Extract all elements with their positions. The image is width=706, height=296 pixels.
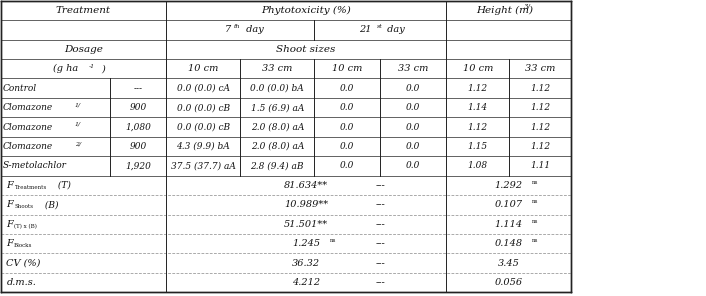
Text: 0.0: 0.0 bbox=[340, 162, 354, 170]
Text: 0.0: 0.0 bbox=[406, 123, 420, 132]
Text: (T): (T) bbox=[55, 181, 71, 190]
Text: 1.12: 1.12 bbox=[530, 84, 551, 93]
Text: F: F bbox=[6, 239, 13, 248]
Text: ---: --- bbox=[376, 200, 385, 209]
Text: 1.292: 1.292 bbox=[495, 181, 522, 190]
Text: Treatment: Treatment bbox=[56, 6, 111, 15]
Text: 1.12: 1.12 bbox=[467, 123, 488, 132]
Text: 10 cm: 10 cm bbox=[332, 64, 362, 73]
Text: 33 cm: 33 cm bbox=[525, 64, 556, 73]
Text: 10 cm: 10 cm bbox=[188, 64, 218, 73]
Text: 0.0: 0.0 bbox=[406, 162, 420, 170]
Text: ns: ns bbox=[532, 200, 539, 205]
Text: st: st bbox=[376, 24, 382, 29]
Text: 4.3 (9.9) bA: 4.3 (9.9) bA bbox=[176, 142, 230, 151]
Text: 1.08: 1.08 bbox=[467, 162, 488, 170]
Text: Blocks: Blocks bbox=[14, 243, 32, 248]
Text: ---: --- bbox=[376, 220, 385, 229]
Text: 0.107: 0.107 bbox=[495, 200, 522, 209]
Text: Treatments: Treatments bbox=[14, 185, 47, 190]
Text: F: F bbox=[6, 181, 13, 190]
Text: 0.0: 0.0 bbox=[406, 84, 420, 93]
Text: 1,080: 1,080 bbox=[125, 123, 151, 132]
Text: day: day bbox=[243, 25, 263, 34]
Text: ns: ns bbox=[532, 219, 539, 224]
Text: ns: ns bbox=[532, 238, 539, 243]
Text: (B): (B) bbox=[42, 200, 58, 209]
Text: 0.0: 0.0 bbox=[340, 84, 354, 93]
Text: 0.0 (0.0) cB: 0.0 (0.0) cB bbox=[176, 123, 230, 132]
Text: Phytotoxicity (%): Phytotoxicity (%) bbox=[261, 6, 351, 15]
Text: 1/: 1/ bbox=[75, 102, 80, 107]
Text: Shoot sizes: Shoot sizes bbox=[277, 45, 336, 54]
Text: Clomazone: Clomazone bbox=[3, 103, 53, 112]
Text: 36.32: 36.32 bbox=[292, 259, 321, 268]
Text: 1.14: 1.14 bbox=[467, 103, 488, 112]
Text: Height (m): Height (m) bbox=[476, 6, 533, 15]
Text: 3/: 3/ bbox=[524, 3, 530, 11]
Text: (g ha: (g ha bbox=[53, 64, 78, 73]
Text: ns: ns bbox=[330, 238, 336, 243]
Text: 2.0 (8.0) aA: 2.0 (8.0) aA bbox=[251, 123, 304, 132]
Text: 2.0 (8.0) aA: 2.0 (8.0) aA bbox=[251, 142, 304, 151]
Text: Dosage: Dosage bbox=[64, 45, 103, 54]
Text: d.m.s.: d.m.s. bbox=[6, 278, 36, 287]
Text: 1.15: 1.15 bbox=[467, 142, 488, 151]
Text: 1.245: 1.245 bbox=[292, 239, 321, 248]
Text: -1: -1 bbox=[89, 64, 95, 69]
Text: 2.8 (9.4) aB: 2.8 (9.4) aB bbox=[251, 162, 304, 170]
Text: 1.12: 1.12 bbox=[530, 123, 551, 132]
Text: 4.212: 4.212 bbox=[292, 278, 321, 287]
Text: 0.0 (0.0) cB: 0.0 (0.0) cB bbox=[176, 103, 230, 112]
Text: Clomazone: Clomazone bbox=[3, 123, 53, 132]
Text: CV (%): CV (%) bbox=[6, 259, 41, 268]
Text: 0.0: 0.0 bbox=[340, 103, 354, 112]
Text: 900: 900 bbox=[129, 103, 147, 112]
Text: th: th bbox=[234, 24, 240, 29]
Text: 0.0 (0.0) cA: 0.0 (0.0) cA bbox=[176, 84, 229, 93]
Text: 1.11: 1.11 bbox=[530, 162, 551, 170]
Text: 21: 21 bbox=[359, 25, 371, 34]
Text: ---: --- bbox=[133, 84, 143, 93]
Text: 33 cm: 33 cm bbox=[397, 64, 428, 73]
Text: ---: --- bbox=[376, 278, 385, 287]
Text: ns: ns bbox=[532, 180, 539, 185]
Text: 81.634**: 81.634** bbox=[284, 181, 328, 190]
Text: ---: --- bbox=[376, 259, 385, 268]
Text: 7: 7 bbox=[225, 25, 231, 34]
Text: ---: --- bbox=[376, 181, 385, 190]
Text: ): ) bbox=[102, 64, 105, 73]
Text: S-metolachlor: S-metolachlor bbox=[3, 162, 66, 170]
Text: 1.114: 1.114 bbox=[495, 220, 522, 229]
Text: 0.0: 0.0 bbox=[340, 123, 354, 132]
Text: 10.989**: 10.989** bbox=[284, 200, 328, 209]
Text: (T) x (B): (T) x (B) bbox=[14, 223, 37, 229]
Text: 51.501**: 51.501** bbox=[284, 220, 328, 229]
Text: F: F bbox=[6, 200, 13, 209]
Text: 1.12: 1.12 bbox=[530, 103, 551, 112]
Text: 2/: 2/ bbox=[75, 141, 80, 146]
Text: ---: --- bbox=[376, 239, 385, 248]
Text: Clomazone: Clomazone bbox=[3, 142, 53, 151]
Text: 1.5 (6.9) aA: 1.5 (6.9) aA bbox=[251, 103, 304, 112]
Text: 37.5 (37.7) aA: 37.5 (37.7) aA bbox=[171, 162, 236, 170]
Text: Control: Control bbox=[3, 84, 37, 93]
Text: 900: 900 bbox=[129, 142, 147, 151]
Text: 1.12: 1.12 bbox=[467, 84, 488, 93]
Text: 1,920: 1,920 bbox=[125, 162, 151, 170]
Text: 10 cm: 10 cm bbox=[462, 64, 493, 73]
Text: 33 cm: 33 cm bbox=[262, 64, 292, 73]
Text: 0.0: 0.0 bbox=[406, 142, 420, 151]
Text: day: day bbox=[384, 25, 405, 34]
Text: 1/: 1/ bbox=[75, 122, 80, 127]
Text: F: F bbox=[6, 220, 13, 229]
Text: 3.45: 3.45 bbox=[498, 259, 520, 268]
Text: Shoots: Shoots bbox=[14, 204, 33, 209]
Text: 0.0: 0.0 bbox=[406, 103, 420, 112]
Text: 0.148: 0.148 bbox=[495, 239, 522, 248]
Text: 0.0: 0.0 bbox=[340, 142, 354, 151]
Text: 1.12: 1.12 bbox=[530, 142, 551, 151]
Text: 0.0 (0.0) bA: 0.0 (0.0) bA bbox=[251, 84, 304, 93]
Text: 0.056: 0.056 bbox=[495, 278, 522, 287]
